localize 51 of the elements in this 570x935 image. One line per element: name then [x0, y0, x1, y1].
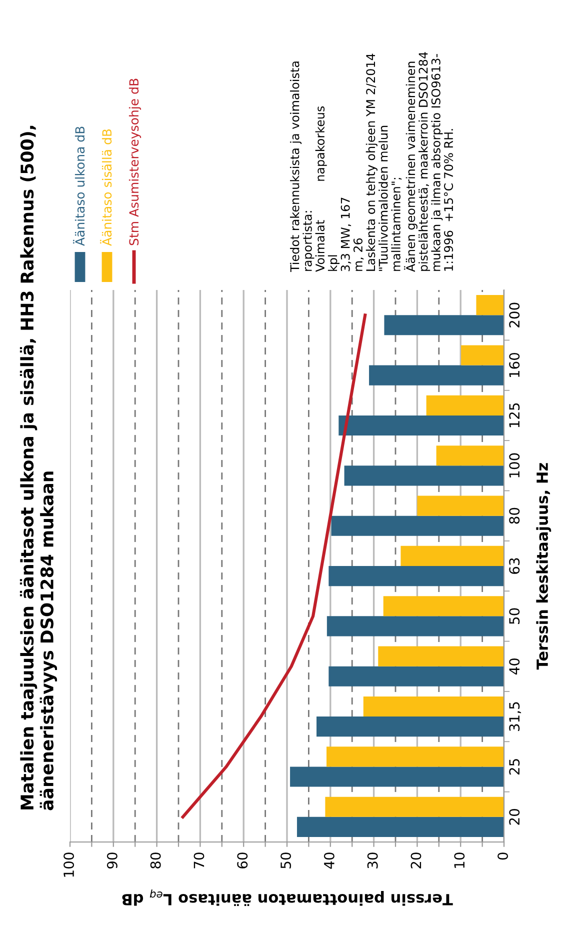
bar: [417, 496, 504, 516]
y-tick-label: 100: [509, 453, 520, 478]
x-tick-label: 20: [410, 852, 422, 868]
text: Äänitaso sisällä dB: [100, 129, 112, 246]
x-tick-label: 50: [280, 852, 292, 868]
bar: [436, 446, 504, 466]
y-tick-label: 40: [509, 658, 520, 675]
text: Äänitaso ulkona dB: [73, 126, 85, 246]
bar: [326, 616, 504, 636]
x-tick-label: 70: [194, 852, 204, 868]
y-tick-label: 31,5: [509, 702, 522, 731]
text: Matalien taajuuksien äänitasot ulkona ja sisällä, HH3 Rakennus (500), ääneneristävyys DSO1284 mukaan: [20, 126, 57, 810]
text: Tiedot rakennuksista ja voimaloista raportista: Voimalat napakorkeus kpl 3,3 MW, 167 m, 26 Laskenta on tehty ohjeen YM 2/2014 "Tuulivoimaloiden melun mallintaminen"; Äänen geometrinen vaimeneminen pistelähteestä, maakerroin DSO1284 mukaan ja ilman absorptio ISO9613- 1:1996 +15°C 70% RH.: [290, 52, 454, 272]
x-tick-label: 90: [106, 852, 118, 869]
bar: [378, 646, 504, 666]
x-tick-label: 40: [324, 852, 334, 869]
y-tick-label: 50: [509, 608, 520, 624]
x-tick-label: 60: [237, 852, 248, 868]
bar: [325, 796, 504, 817]
bar: [326, 746, 504, 767]
y-tick-label: 80: [509, 508, 520, 524]
x-tick-label: 80: [150, 852, 161, 868]
x-tick-label: 10: [454, 852, 465, 868]
bar: [328, 566, 504, 586]
y-tick-label: 125: [509, 403, 520, 428]
bar: [384, 315, 504, 336]
bar: [476, 295, 504, 316]
text: Stm Asumisterveysohje dB: [128, 78, 142, 246]
bar: [426, 395, 504, 416]
bar: [369, 365, 504, 386]
y-axis-title: Terssin keskitaajuus, Hz: [536, 463, 552, 670]
bar: [316, 716, 504, 737]
bar: [328, 666, 504, 686]
bar: [400, 546, 504, 566]
bar: [338, 415, 504, 436]
x-axis-title: Terssin painottamaton äänitaso L$_{eq}$ dB: [122, 889, 453, 906]
x-tick-label: 100: [64, 852, 74, 877]
x-tick-label: 0: [498, 852, 508, 860]
bar: [296, 816, 504, 837]
bar: [344, 466, 504, 486]
y-tick-label: 160: [509, 352, 520, 377]
bar: [461, 345, 504, 366]
x-tick-label: 30: [367, 852, 378, 868]
bar: [331, 516, 504, 536]
bar: [290, 766, 504, 787]
y-tick-label: 20: [509, 808, 520, 825]
bar: [383, 596, 504, 616]
y-tick-label: 200: [509, 302, 520, 328]
bar: [363, 696, 504, 717]
y-tick-label: 25: [509, 759, 520, 775]
y-tick-label: 63: [509, 558, 520, 574]
